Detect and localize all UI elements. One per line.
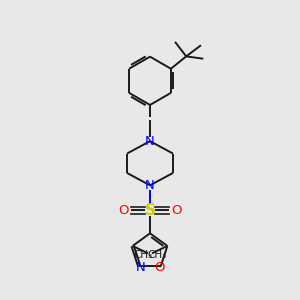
Text: O: O — [154, 261, 164, 274]
Text: N: N — [136, 261, 146, 274]
Text: N: N — [145, 179, 155, 192]
Text: O: O — [171, 204, 182, 217]
Text: CH₃: CH₃ — [133, 250, 152, 260]
Text: O: O — [118, 204, 129, 217]
Text: CH₃: CH₃ — [148, 250, 167, 260]
Text: N: N — [145, 135, 155, 148]
Text: S: S — [145, 203, 155, 218]
